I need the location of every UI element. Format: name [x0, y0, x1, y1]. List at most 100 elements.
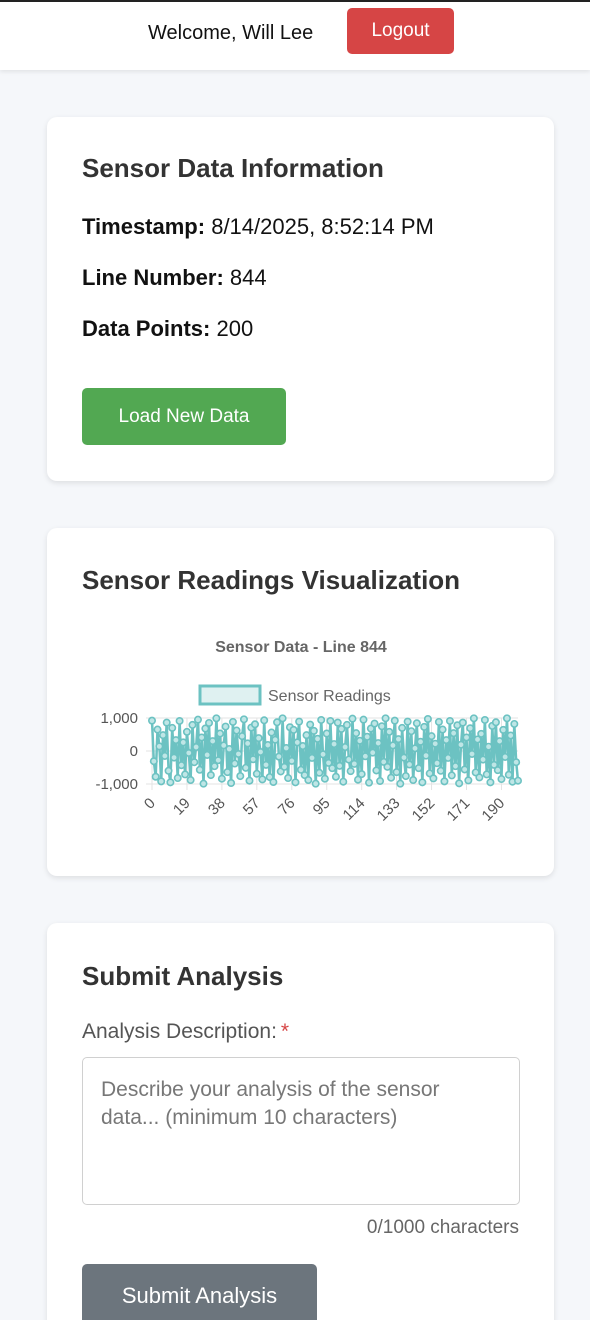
- data-point[interactable]: [432, 741, 438, 747]
- logout-button[interactable]: Logout: [347, 8, 454, 54]
- data-point[interactable]: [397, 780, 403, 786]
- data-point[interactable]: [151, 758, 157, 764]
- data-point[interactable]: [410, 777, 416, 783]
- data-point[interactable]: [206, 720, 212, 726]
- data-point[interactable]: [281, 764, 287, 770]
- data-point[interactable]: [370, 749, 376, 755]
- data-point[interactable]: [408, 728, 414, 734]
- data-point[interactable]: [515, 778, 521, 784]
- data-point[interactable]: [235, 751, 241, 757]
- data-point[interactable]: [467, 725, 473, 731]
- data-point[interactable]: [182, 771, 188, 777]
- data-point[interactable]: [224, 769, 230, 775]
- data-point[interactable]: [180, 739, 186, 745]
- data-point[interactable]: [285, 775, 291, 781]
- data-point[interactable]: [270, 779, 276, 785]
- data-point[interactable]: [344, 722, 350, 728]
- data-point[interactable]: [268, 729, 274, 735]
- data-point[interactable]: [314, 736, 320, 742]
- data-point[interactable]: [452, 763, 458, 769]
- data-point[interactable]: [371, 720, 377, 726]
- data-point[interactable]: [189, 722, 195, 728]
- data-point[interactable]: [382, 715, 388, 721]
- data-point[interactable]: [300, 743, 306, 749]
- data-point[interactable]: [419, 779, 425, 785]
- data-point[interactable]: [191, 759, 197, 765]
- data-point[interactable]: [441, 778, 447, 784]
- data-point[interactable]: [237, 773, 243, 779]
- data-point[interactable]: [498, 776, 504, 782]
- data-point[interactable]: [406, 761, 412, 767]
- data-point[interactable]: [364, 734, 370, 740]
- data-point[interactable]: [261, 717, 267, 723]
- data-point[interactable]: [233, 727, 239, 733]
- data-point[interactable]: [320, 751, 326, 757]
- data-point[interactable]: [152, 774, 158, 780]
- data-point[interactable]: [255, 735, 261, 741]
- data-point[interactable]: [156, 743, 162, 749]
- data-point[interactable]: [331, 741, 337, 747]
- data-point[interactable]: [239, 733, 245, 739]
- data-point[interactable]: [500, 727, 506, 733]
- data-point[interactable]: [377, 778, 383, 784]
- data-point[interactable]: [362, 753, 368, 759]
- data-point[interactable]: [322, 776, 328, 782]
- data-point[interactable]: [187, 777, 193, 783]
- data-point[interactable]: [254, 771, 260, 777]
- data-point[interactable]: [217, 730, 223, 736]
- data-point[interactable]: [384, 764, 390, 770]
- data-point[interactable]: [265, 742, 271, 748]
- data-point[interactable]: [311, 728, 317, 734]
- data-point[interactable]: [504, 715, 510, 721]
- data-point[interactable]: [167, 779, 173, 785]
- data-point[interactable]: [485, 744, 491, 750]
- data-point[interactable]: [259, 776, 265, 782]
- data-point[interactable]: [290, 727, 296, 733]
- data-point[interactable]: [232, 760, 238, 766]
- data-point[interactable]: [373, 767, 379, 773]
- data-point[interactable]: [511, 721, 517, 727]
- data-point[interactable]: [480, 756, 486, 762]
- data-point[interactable]: [347, 768, 353, 774]
- data-point[interactable]: [149, 717, 155, 723]
- data-point[interactable]: [461, 766, 467, 772]
- legend-label[interactable]: Sensor Readings: [268, 688, 391, 705]
- legend-swatch[interactable]: [200, 686, 260, 704]
- data-point[interactable]: [305, 777, 311, 783]
- data-point[interactable]: [243, 765, 249, 771]
- data-point[interactable]: [160, 732, 166, 738]
- data-point[interactable]: [333, 774, 339, 780]
- data-point[interactable]: [158, 778, 164, 784]
- data-point[interactable]: [226, 746, 232, 752]
- data-point[interactable]: [439, 726, 445, 732]
- data-point[interactable]: [395, 736, 401, 742]
- data-point[interactable]: [296, 718, 302, 724]
- data-point[interactable]: [154, 726, 160, 732]
- data-point[interactable]: [414, 720, 420, 726]
- data-point[interactable]: [213, 715, 219, 721]
- data-point[interactable]: [386, 729, 392, 735]
- data-point[interactable]: [351, 761, 357, 767]
- data-point[interactable]: [171, 754, 177, 760]
- data-point[interactable]: [495, 767, 501, 773]
- data-point[interactable]: [379, 723, 385, 729]
- data-point[interactable]: [252, 721, 258, 727]
- data-point[interactable]: [257, 749, 263, 755]
- data-point[interactable]: [434, 760, 440, 766]
- data-point[interactable]: [263, 762, 269, 768]
- data-point[interactable]: [438, 768, 444, 774]
- data-point[interactable]: [279, 715, 285, 721]
- data-point[interactable]: [388, 775, 394, 781]
- data-point[interactable]: [307, 721, 313, 727]
- data-point[interactable]: [342, 744, 348, 750]
- data-point[interactable]: [390, 742, 396, 748]
- data-point[interactable]: [463, 734, 469, 740]
- data-point[interactable]: [513, 759, 519, 765]
- data-point[interactable]: [447, 718, 453, 724]
- data-point[interactable]: [173, 737, 179, 743]
- data-point[interactable]: [507, 732, 513, 738]
- data-point[interactable]: [353, 730, 359, 736]
- data-point[interactable]: [487, 779, 493, 785]
- data-point[interactable]: [283, 745, 289, 751]
- data-point[interactable]: [421, 724, 427, 730]
